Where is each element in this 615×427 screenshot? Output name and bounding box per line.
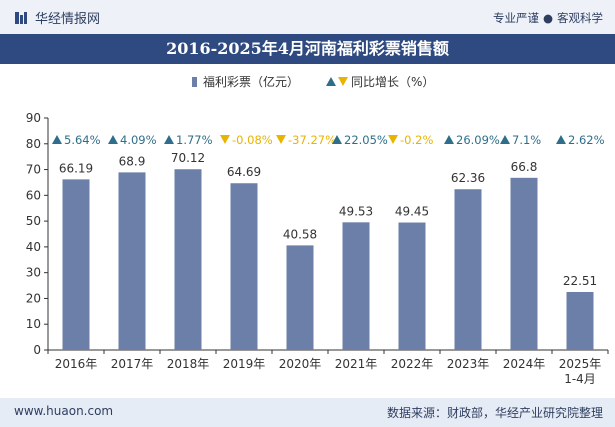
- brand-logo-icon: [15, 11, 27, 24]
- bar-chart: 福利彩票（亿元） 同比增长（%） 0 10 20 30 40 50 60 70 80 90 66.…: [26, 74, 609, 386]
- legend: 福利彩票（亿元） 同比增长（%）: [192, 74, 434, 89]
- legend-bar-swatch-icon: [192, 77, 197, 87]
- bar-value-label: 62.36: [451, 171, 485, 185]
- growth-up-triangle-icon: [500, 135, 510, 144]
- footer-source: 数据来源：财政部，华经产业研究院整理: [386, 406, 603, 420]
- footer: www.huaon.com 数据来源：财政部，华经产业研究院整理: [0, 398, 615, 427]
- x-tick-label: 2024年: [503, 357, 546, 371]
- legend-down-triangle-icon: [338, 77, 348, 86]
- growth-label: -37.27%: [288, 133, 336, 147]
- growth-down-triangle-icon: [220, 135, 230, 144]
- x-tick-label: 2019年: [223, 357, 266, 371]
- tagline: 专业严谨 ● 客观科学: [493, 10, 603, 26]
- x-tick-label: 2018年: [167, 357, 210, 371]
- bar-value-label: 68.9: [119, 154, 146, 168]
- bar[interactable]: [454, 189, 482, 350]
- chart-title: 2016-2025年4月河南福利彩票销售额: [0, 34, 615, 64]
- growth-up-triangle-icon: [556, 135, 566, 144]
- growth-label: 5.64%: [64, 133, 101, 147]
- x-tick-labels: 2016年 2017年 2018年 2019年 2020年 2021年 2022年 2023年…: [55, 357, 602, 386]
- plot-area: 福利彩票（亿元） 同比增长（%） 0 10 20 30 40 50 60 70 80 90 66.…: [0, 64, 615, 398]
- growth-label: 1.77%: [176, 133, 213, 147]
- top-bar: 华经情报网 专业严谨 ● 客观科学: [0, 0, 615, 34]
- y-tick-label: 10: [26, 317, 41, 331]
- axes: 0 10 20 30 40 50 60 70 80 90: [26, 111, 609, 357]
- growth-up-triangle-icon: [164, 135, 174, 144]
- growth-up-triangle-icon: [332, 135, 342, 144]
- value-labels: 66.19 68.9 70.12 64.69 40.58 49.53 49.45 62.36 6…: [59, 151, 597, 288]
- growth-label: 2.62%: [568, 133, 605, 147]
- y-tick-label: 20: [26, 291, 41, 305]
- bar[interactable]: [342, 222, 370, 350]
- brand-name: 华经情报网: [35, 12, 101, 27]
- tagline-left: 专业严谨: [492, 11, 539, 25]
- bar-value-label: 66.8: [511, 160, 538, 174]
- growth-down-triangle-icon: [276, 135, 286, 144]
- x-tick-label: 2025年: [559, 357, 602, 371]
- legend-up-triangle-icon: [326, 77, 336, 86]
- x-tick-label: 2016年: [55, 357, 98, 371]
- y-tick-label: 50: [26, 214, 41, 228]
- growth-label: 26.09%: [456, 133, 500, 147]
- y-tick-label: 60: [26, 188, 41, 202]
- growth-label: -0.08%: [232, 133, 273, 147]
- x-tick-label: 2022年: [391, 357, 434, 371]
- bar[interactable]: [510, 177, 538, 350]
- x-tick-label: 2023年: [447, 357, 490, 371]
- y-tick-label: 30: [26, 266, 41, 280]
- bars: [62, 169, 594, 350]
- y-tick-label: 90: [26, 111, 41, 125]
- growth-labels: 5.64% 4.09% 1.77% -0.08% -37.27% 22.05% -0.2% 2…: [52, 133, 605, 147]
- y-tick-label: 80: [26, 137, 41, 151]
- growth-label: 4.09%: [120, 133, 157, 147]
- y-tick-label: 70: [26, 163, 41, 177]
- growth-up-triangle-icon: [108, 135, 118, 144]
- bar[interactable]: [566, 291, 594, 350]
- bar-value-label: 64.69: [227, 165, 261, 179]
- legend-bar-label: 福利彩票（亿元）: [203, 74, 299, 89]
- bar-value-label: 40.58: [283, 227, 317, 241]
- growth-label: 7.1%: [512, 133, 541, 147]
- x-tick-label: 2020年: [279, 357, 322, 371]
- bar[interactable]: [62, 179, 90, 350]
- x-tick-label: 1-4月: [564, 372, 596, 386]
- y-tick-label: 40: [26, 240, 41, 254]
- growth-up-triangle-icon: [52, 135, 62, 144]
- bar[interactable]: [230, 183, 258, 350]
- brand: 华经情报网: [14, 8, 100, 27]
- growth-label: -0.2%: [400, 133, 433, 147]
- bar[interactable]: [398, 222, 426, 350]
- tagline-right: 客观科学: [557, 11, 603, 25]
- growth-label: 22.05%: [344, 133, 388, 147]
- bar-value-label: 66.19: [59, 161, 93, 175]
- legend-growth-label: 同比增长（%）: [351, 75, 434, 89]
- growth-down-triangle-icon: [388, 135, 398, 144]
- bar[interactable]: [286, 245, 314, 350]
- footer-url[interactable]: www.huaon.com: [14, 404, 114, 418]
- bar-value-label: 22.51: [563, 274, 597, 288]
- y-tick-label: 0: [33, 343, 41, 357]
- x-tick-label: 2021年: [335, 357, 378, 371]
- bar[interactable]: [174, 169, 202, 350]
- growth-up-triangle-icon: [444, 135, 454, 144]
- bar-value-label: 70.12: [171, 151, 205, 165]
- bar-value-label: 49.45: [395, 205, 429, 219]
- bar[interactable]: [118, 172, 146, 350]
- bar-value-label: 49.53: [339, 204, 373, 218]
- tagline-dot-icon: ●: [542, 11, 553, 25]
- x-tick-label: 2017年: [111, 357, 154, 371]
